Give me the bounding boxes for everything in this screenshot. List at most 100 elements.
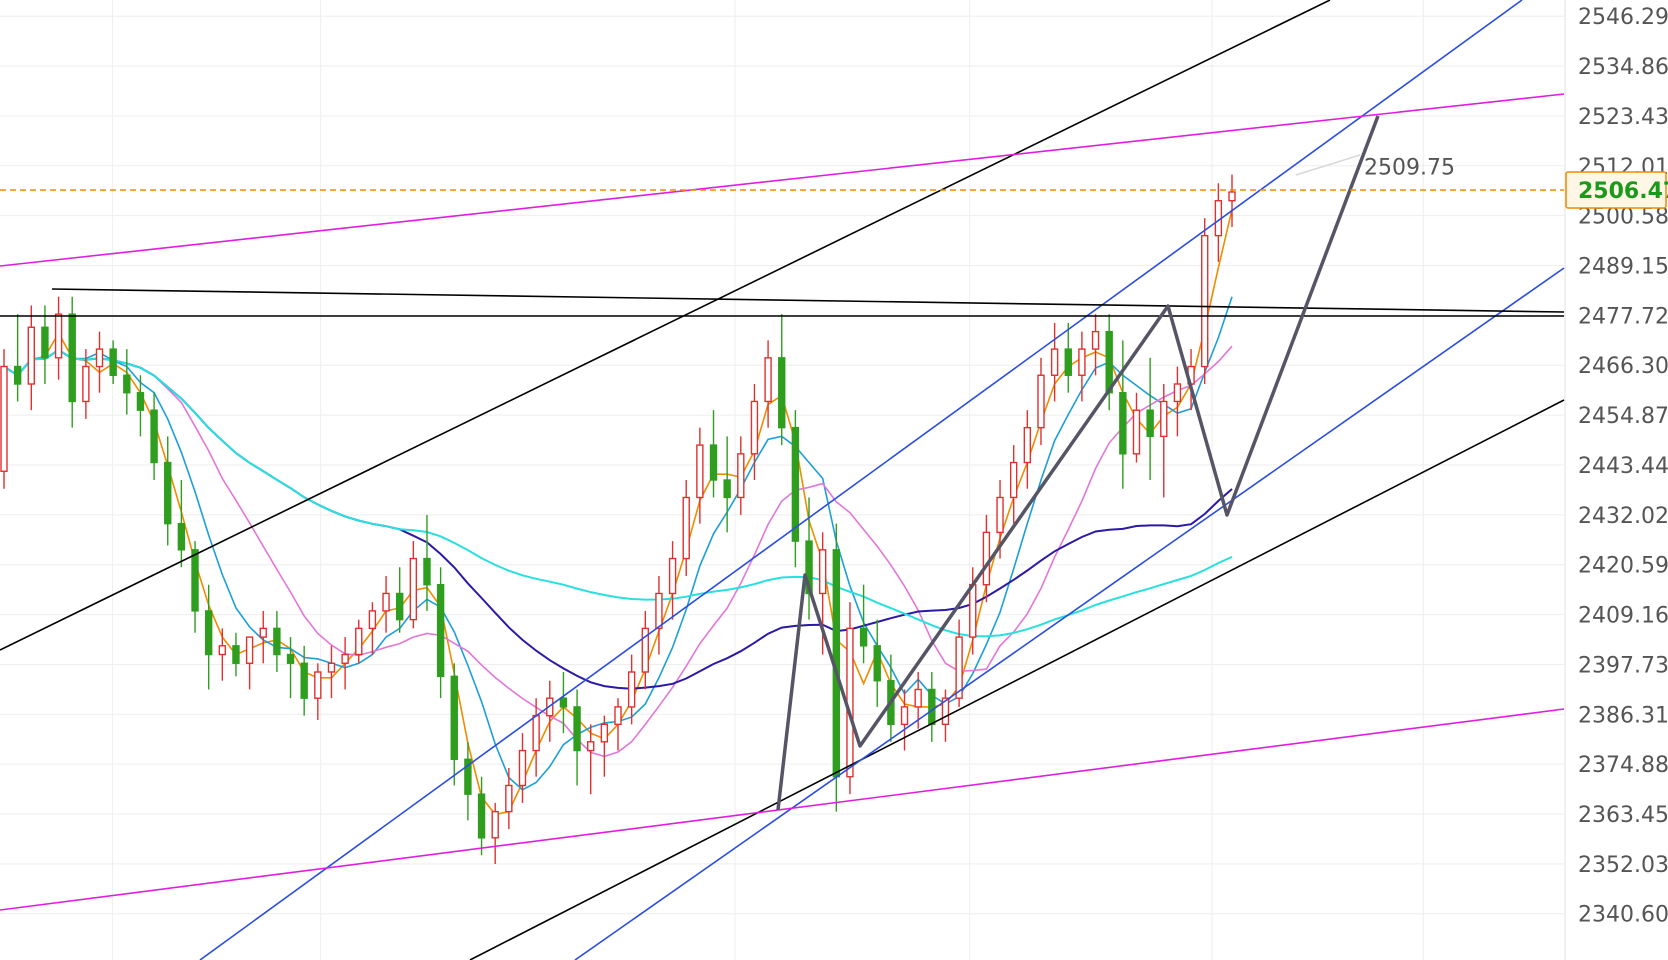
candle-body-86 [1173, 383, 1182, 403]
candle-body-17 [232, 645, 240, 664]
candle-46 [627, 654, 636, 725]
candle-14 [191, 541, 199, 633]
candle-body-84 [1146, 409, 1154, 438]
candle-74 [1009, 445, 1018, 524]
candle-80 [1091, 314, 1100, 376]
candle-6 [82, 349, 90, 419]
candle-43 [587, 724, 595, 795]
candle-42 [573, 689, 581, 786]
candle-body-2 [27, 326, 35, 385]
price-tick-label-2: 2523.43 [1578, 105, 1668, 130]
price-tick-label-18: 2340.60 [1578, 903, 1668, 928]
candle-0 [0, 349, 8, 489]
candle-41 [559, 672, 568, 734]
candle-19 [259, 610, 267, 664]
candle-24 [327, 645, 336, 699]
price-tick-label-16: 2363.45 [1578, 803, 1668, 828]
candle-90 [1228, 174, 1236, 227]
candle-body-42 [573, 706, 581, 752]
candle-13 [177, 480, 186, 568]
ma-longest-line [3, 348, 1233, 638]
candle-body-66 [900, 706, 909, 726]
candle-8 [109, 340, 117, 384]
channel-lower-blue [574, 267, 1565, 960]
projection-connector [1295, 154, 1361, 176]
candle-22 [300, 645, 308, 716]
price-tick-label-17: 2352.03 [1578, 853, 1668, 878]
candle-body-23 [314, 671, 322, 699]
candle-body-77 [1050, 348, 1059, 376]
price-tick-label-9: 2443.44 [1578, 454, 1668, 479]
candle-68 [928, 672, 936, 742]
candle-body-59 [805, 540, 813, 595]
candle-57 [778, 314, 786, 446]
channel-upper-blue [199, 0, 1523, 960]
candle-79 [1078, 331, 1086, 402]
candle-body-34 [464, 758, 472, 795]
price-axis-background [1566, 0, 1668, 960]
candle-body-73 [996, 496, 1004, 534]
candle-body-79 [1078, 348, 1086, 376]
candle-86 [1173, 366, 1182, 437]
candle-15 [204, 584, 213, 690]
candle-body-54 [737, 453, 745, 499]
candle-84 [1146, 357, 1154, 480]
candle-body-25 [341, 653, 349, 664]
candle-63 [859, 584, 868, 664]
wave-pattern-line [776, 115, 1380, 811]
candle-25 [341, 637, 349, 690]
candle-body-29 [395, 592, 404, 621]
candle-4 [54, 296, 63, 380]
candle-body-4 [54, 313, 63, 359]
candle-83 [1132, 392, 1141, 463]
candle-18 [245, 636, 254, 690]
price-tick-label-7: 2466.30 [1578, 354, 1668, 379]
candle-36 [491, 802, 499, 864]
candle-76 [1037, 357, 1045, 446]
candle-85 [1160, 384, 1168, 498]
candle-body-26 [355, 627, 363, 656]
current-price-tag [1565, 171, 1667, 209]
candle-body-28 [382, 592, 390, 612]
candle-body-3 [41, 326, 49, 359]
candle-82 [1119, 340, 1127, 489]
candle-20 [273, 610, 281, 672]
candle-58 [791, 410, 800, 568]
candle-body-7 [95, 348, 104, 368]
candle-23 [314, 663, 322, 720]
candle-body-6 [82, 365, 90, 403]
candle-body-16 [218, 645, 227, 656]
candle-body-88 [1201, 234, 1209, 368]
price-tick-label-13: 2397.73 [1578, 653, 1668, 678]
candle-body-78 [1064, 348, 1072, 376]
price-tick-label-8: 2454.87 [1578, 404, 1668, 429]
candle-body-45 [614, 706, 622, 726]
candle-64 [873, 619, 881, 707]
candle-body-50 [682, 496, 690, 560]
candle-26 [355, 619, 363, 664]
channel-upper-magenta [0, 93, 1565, 267]
candle-body-49 [668, 557, 677, 595]
candle-3 [41, 305, 49, 384]
candle-body-64 [873, 645, 881, 682]
candle-body-60 [818, 549, 827, 595]
candle-52 [709, 410, 718, 498]
price-axis[interactable]: 2546.292534.862523.432512.012500.582489.… [1578, 5, 1668, 928]
candle-28 [382, 576, 390, 633]
price-tick-label-15: 2374.88 [1578, 753, 1668, 778]
candle-66 [900, 689, 909, 751]
candle-body-33 [450, 675, 458, 760]
candle-body-5 [68, 313, 76, 403]
candle-body-24 [327, 662, 336, 673]
wave-pattern [776, 115, 1380, 811]
candle-48 [655, 576, 663, 655]
candle-29 [395, 567, 404, 633]
candle-body-19 [259, 627, 267, 638]
candle-body-30 [409, 557, 418, 621]
ma-slow-line [3, 345, 1233, 758]
candle-body-48 [655, 592, 663, 630]
candle-body-68 [928, 688, 936, 726]
candle-body-39 [532, 714, 540, 752]
candle-2 [27, 305, 35, 411]
